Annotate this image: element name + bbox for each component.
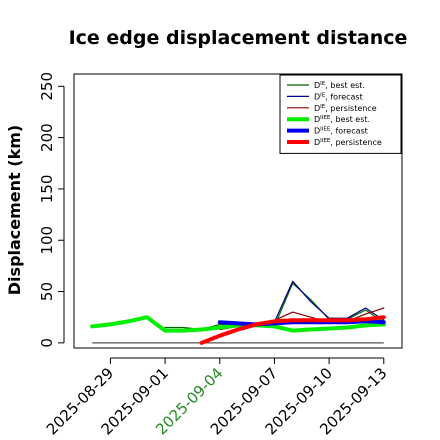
y-axis: 0 50 100 150 200 250: [38, 72, 65, 348]
y-tick-label: 0: [38, 338, 56, 348]
y-tick-label: 100: [38, 226, 56, 255]
legend-label: DIIEE, persistence: [314, 138, 382, 147]
y-tick-label: 250: [38, 72, 56, 101]
series-line-6: [199, 315, 386, 345]
legend-label: DIE, best est.: [314, 81, 365, 90]
y-axis-label: Displacement (km): [5, 125, 24, 295]
legend-label: DIIEE, best est.: [314, 115, 370, 124]
y-tick-label: 150: [38, 175, 56, 204]
plot-frame: [73, 73, 403, 349]
chart-title: Ice edge displacement distance: [69, 27, 408, 49]
legend: DIE, best est. DIE, forecast DIE, persiste…: [279, 74, 402, 154]
legend-label: DIE, persistence: [314, 104, 377, 113]
y-tick-label: 50: [38, 282, 56, 301]
y-tick-label: 200: [38, 123, 56, 152]
legend-label: DIIEE, forecast: [314, 127, 368, 136]
legend-label: DIE, forecast: [314, 92, 363, 101]
x-axis: 2025-08-292025-09-012025-09-042025-09-07…: [43, 357, 391, 438]
series-layer: [90, 280, 386, 345]
